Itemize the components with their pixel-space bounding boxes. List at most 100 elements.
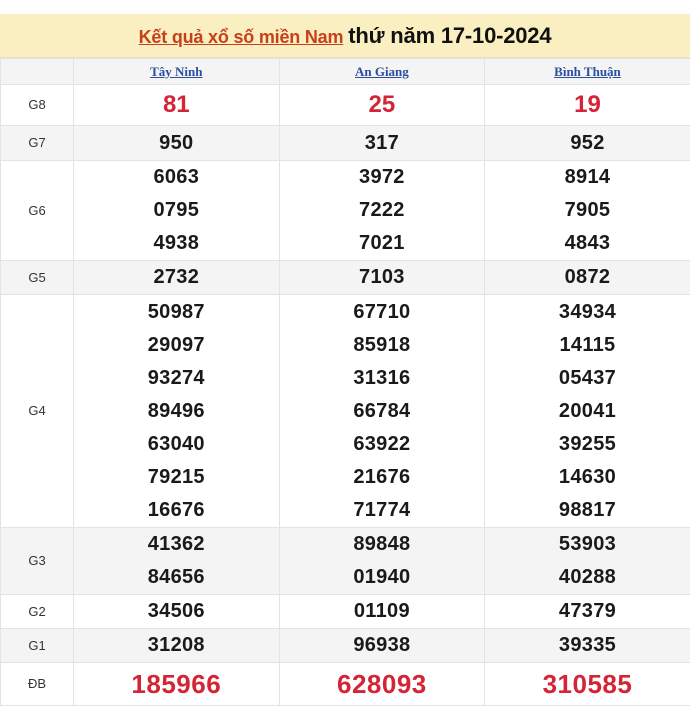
lottery-number: 34934 [558, 300, 617, 323]
lottery-number: 79215 [147, 465, 205, 488]
lottery-number: 4843 [564, 232, 611, 254]
province-link-2[interactable]: Bình Thuận [554, 63, 621, 79]
page-title: Kết quả xổ số miền Nam thứ năm 17-10-2024 [139, 23, 552, 49]
lottery-number: 96938 [353, 634, 411, 656]
prize-cell-G8-1: 25 [278, 84, 486, 126]
prize-label-text: G6 [28, 202, 46, 218]
lottery-number: 41362 [147, 533, 205, 555]
prize-row-ĐB: ĐB 185966 628093 310585 [0, 662, 690, 706]
lottery-number: 310585 [542, 669, 633, 699]
prize-row-G3: G3 41362 84656 89848 01940 53903 40288 [0, 527, 690, 595]
prize-cell-G6-0: 6063 0795 4938 [73, 160, 280, 261]
prize-cell-G6-1: 3972 7222 7021 [278, 160, 486, 261]
prize-label-G4: G4 [0, 294, 74, 528]
prize-cell-G7-2: 952 [484, 125, 690, 161]
prize-cell-G1-0: 31208 [73, 628, 280, 663]
prize-cell-G5-1: 7103 [278, 260, 486, 295]
number-stack: 628093 [280, 664, 485, 704]
prize-cell-G4-0: 50987 29097 93274 89496 63040 79215 16676 [73, 294, 280, 528]
lottery-number: 7103 [359, 266, 405, 288]
lottery-number: 66784 [353, 399, 411, 422]
column-header-province-0: Tây Ninh [73, 58, 280, 85]
table-body: G8 81 25 19 G7 950 317 952 G6 6063 0795 4938 3972 722… [0, 84, 690, 706]
prize-label-G6: G6 [0, 160, 74, 261]
number-stack: 2732 [74, 261, 279, 294]
number-stack: 34506 [74, 595, 279, 628]
lottery-number: 19 [574, 91, 601, 118]
lottery-number: 628093 [337, 669, 427, 699]
lottery-number: 01109 [353, 600, 410, 622]
prize-label-text: G5 [28, 269, 46, 285]
prize-label-G2: G2 [0, 594, 74, 629]
number-stack: 89848 01940 [280, 528, 485, 594]
header-corner-cell [0, 58, 74, 85]
lottery-number: 34506 [147, 600, 205, 622]
lottery-number: 05437 [558, 366, 617, 389]
prize-label-text: G3 [28, 553, 46, 568]
lottery-number: 20041 [558, 399, 617, 422]
number-stack: 34934 14115 05437 20041 39255 14630 98817 [485, 296, 690, 527]
lottery-number: 29097 [147, 333, 205, 356]
number-stack: 19 [485, 85, 690, 125]
prize-cell-G1-1: 96938 [278, 628, 486, 663]
prize-label-text: G1 [28, 637, 46, 653]
prize-cell-G3-0: 41362 84656 [73, 527, 280, 595]
number-stack: 6063 0795 4938 [74, 161, 279, 260]
prize-label-G8: G8 [0, 84, 74, 126]
lottery-number: 53903 [558, 533, 617, 555]
lottery-number: 7905 [564, 199, 611, 221]
lottery-number: 2732 [153, 266, 200, 288]
prize-cell-ĐB-0: 185966 [73, 662, 280, 706]
prize-label-text: G7 [28, 135, 46, 150]
lottery-number: 67710 [353, 300, 411, 323]
number-stack: 39335 [485, 629, 690, 662]
lottery-number: 317 [364, 131, 400, 154]
prize-row-G2: G2 34506 01109 47379 [0, 594, 690, 629]
lottery-number: 4938 [153, 232, 200, 254]
lottery-number: 21676 [353, 465, 411, 488]
top-spacer [0, 0, 690, 14]
lottery-number: 16676 [147, 498, 205, 521]
number-stack: 96938 [280, 629, 485, 662]
number-stack: 950 [74, 127, 279, 160]
number-stack: 67710 85918 31316 66784 63922 21676 71774 [280, 296, 485, 527]
prize-label-G3: G3 [0, 527, 74, 595]
table-head: Tây Ninh An Giang Bình Thuận [0, 58, 690, 85]
prize-cell-G2-0: 34506 [73, 594, 280, 629]
prize-cell-G8-2: 19 [484, 84, 690, 126]
province-link-1[interactable]: An Giang [354, 63, 409, 79]
number-stack: 53903 40288 [485, 528, 690, 594]
lottery-number: 40288 [558, 566, 617, 588]
lottery-number: 7222 [359, 199, 405, 221]
prize-row-G4: G4 50987 29097 93274 89496 63040 79215 16676 677… [0, 294, 690, 528]
prize-label-G1: G1 [0, 628, 74, 663]
prize-label-text: G8 [28, 97, 46, 112]
lottery-number: 39335 [558, 634, 617, 656]
prize-cell-G2-2: 47379 [484, 594, 690, 629]
lottery-number: 8914 [564, 166, 611, 188]
lottery-number: 6063 [153, 166, 200, 188]
province-link-0[interactable]: Tây Ninh [150, 63, 203, 79]
lottery-number: 63040 [147, 432, 205, 455]
number-stack: 31208 [74, 629, 279, 662]
prize-cell-G6-2: 8914 7905 4843 [484, 160, 690, 261]
lottery-number: 84656 [147, 566, 205, 588]
prize-cell-G7-1: 317 [278, 125, 486, 161]
prize-cell-G3-1: 89848 01940 [278, 527, 486, 595]
region-results-link[interactable]: Kết quả xổ số miền Nam [138, 26, 344, 47]
prize-cell-G5-2: 0872 [484, 260, 690, 295]
prize-cell-G5-0: 2732 [73, 260, 280, 295]
prize-cell-G4-2: 34934 14115 05437 20041 39255 14630 98817 [484, 294, 690, 528]
prize-row-G1: G1 31208 96938 39335 [0, 628, 690, 663]
prize-label-G5: G5 [0, 260, 74, 295]
lottery-number: 01940 [353, 566, 411, 588]
prize-cell-ĐB-2: 310585 [484, 662, 690, 706]
lottery-number: 39255 [558, 432, 617, 455]
lottery-number: 63922 [353, 432, 411, 455]
lottery-number: 3972 [359, 166, 405, 188]
prize-cell-G3-2: 53903 40288 [484, 527, 690, 595]
number-stack: 3972 7222 7021 [280, 161, 485, 260]
lottery-number: 0795 [153, 199, 200, 221]
lottery-number: 14630 [558, 465, 617, 488]
